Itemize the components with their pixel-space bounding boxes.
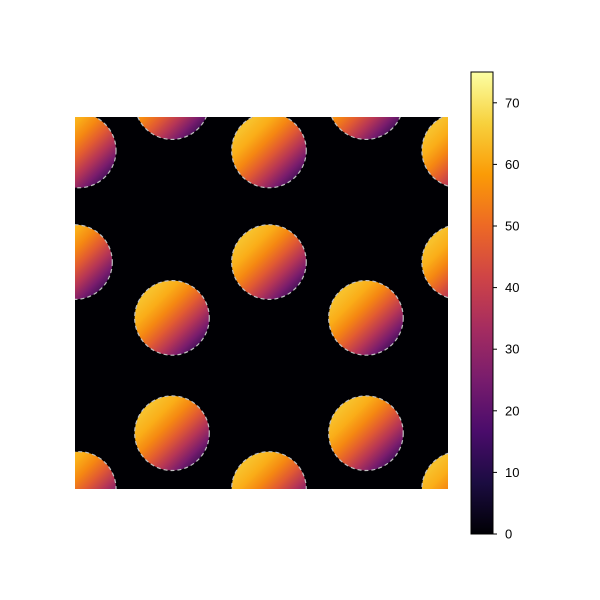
heatmap-disk-outline-8 [134,279,210,356]
heatmap-plot-area [75,117,448,489]
heatmap-disk-1 [137,117,207,140]
colorbar-tick-label: 50 [505,219,519,234]
heatmap-disk-outline-12 [75,451,117,489]
heatmap-disk-outline-10 [134,395,210,472]
heatmap-disk-9 [328,280,404,356]
heatmap-disk-6 [231,224,307,300]
heatmap-disk-13 [231,451,307,489]
heatmap-disk-11 [328,395,404,471]
heatmap-disk-5 [75,224,113,300]
heatmap-disk-outline-2 [231,117,307,189]
heatmap-disk-10 [134,395,210,471]
heatmap-disk-outline-3 [331,117,401,141]
heatmap-disk-2 [231,117,307,188]
colorbar-tick-label: 0 [505,527,512,542]
colorbar-tick-label: 20 [505,403,519,418]
colorbar-tick-label: 40 [505,280,519,295]
heatmap-disk-outline-0 [75,117,117,189]
heatmap-disk-outline-1 [137,117,207,141]
heatmap-disk-4 [421,117,448,187]
heatmap-disk-outline-11 [328,395,404,472]
heatmap-disk-12 [75,451,117,489]
heatmap-disk-outline-13 [231,451,307,489]
heatmap-disk-8 [134,280,210,356]
heatmap-disk-14 [421,453,448,489]
colorbar: 0 10 20 30 40 50 60 70 [470,71,519,542]
heatmap-disk-outline-5 [75,224,113,300]
heatmap-disk-7 [421,226,448,298]
colorbar-tick-label: 60 [505,157,519,172]
heatmap-disk-outline-6 [231,224,307,300]
colorbar-tick-label: 10 [505,465,519,480]
colorbar-gradient [470,71,494,535]
heatmap-disk-0 [75,117,117,188]
colorbar-tick-label: 30 [505,342,519,357]
heatmap-disk-outline-9 [328,279,404,356]
heatmap-disk-3 [331,117,401,140]
colorbar-tick-label: 70 [505,95,519,110]
